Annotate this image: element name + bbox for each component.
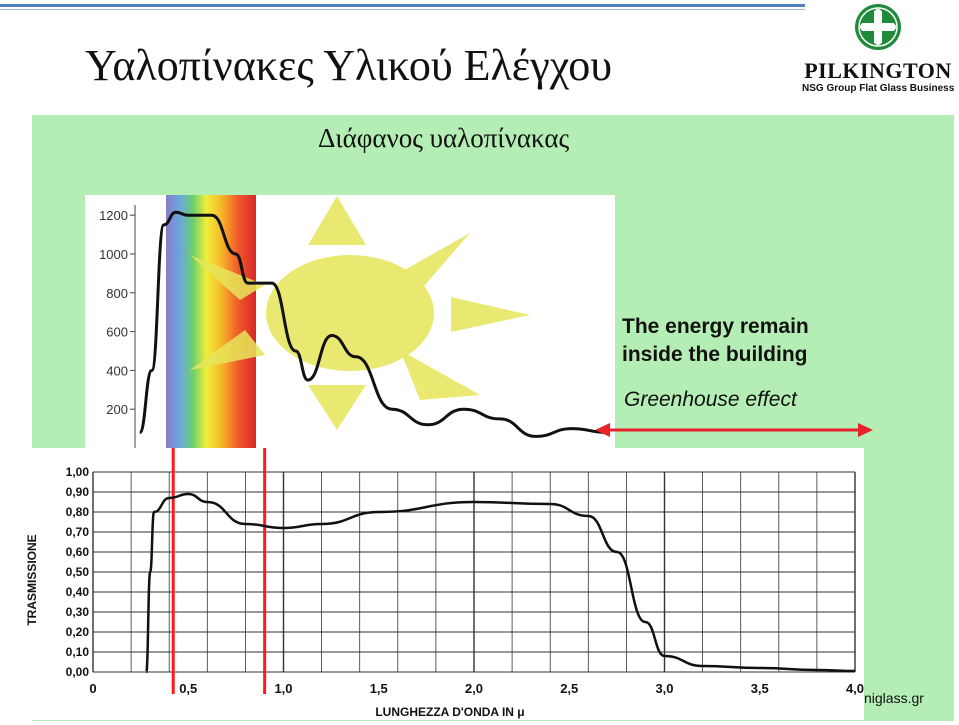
visible-spectrum-band <box>166 195 256 460</box>
y-tick-label: 0,10 <box>66 645 90 659</box>
transmission-chart-bg <box>18 448 864 720</box>
x-tick-label: 0 <box>89 681 96 696</box>
transmission-chart: 0 0,5 1,0 1,5 2,0 2,5 3,0 3,5 4,0 1,00 0,90 0,80 0,… <box>18 448 864 720</box>
y-tick-label: 0,80 <box>66 505 90 519</box>
spectrum-y-tick-label: 800 <box>106 286 128 301</box>
x-tick-label: 3,5 <box>751 681 769 696</box>
y-axis-label: TRASMISSIONE <box>25 534 39 625</box>
caption-line-1: The energy remain <box>622 315 809 338</box>
sun-icon <box>190 196 530 430</box>
logo-name: PILKINGTON <box>804 58 952 83</box>
x-tick-label: 2,5 <box>560 681 578 696</box>
x-axis-label: LUNGHEZZA D'ONDA IN μ <box>375 705 524 719</box>
y-tick-label: 0,70 <box>66 525 90 539</box>
spectrum-y-tick-label: 400 <box>106 363 128 378</box>
y-tick-label: 0,60 <box>66 545 90 559</box>
top-rule-thin <box>0 9 805 10</box>
slide-subtitle: Διάφανος υαλοπίνακας <box>318 123 570 153</box>
x-tick-label: 1,0 <box>274 681 292 696</box>
slide-title: Υαλοπίνακες Υλικού Ελέγχου <box>85 41 613 90</box>
caption-line-2: inside the building <box>622 343 808 366</box>
y-tick-label: 0,50 <box>66 565 90 579</box>
spectrum-y-tick-label: 1000 <box>99 247 128 262</box>
greenhouse-arrow <box>595 423 873 437</box>
y-tick-label: 0,20 <box>66 625 90 639</box>
energy-caption: The energy remain inside the building <box>622 313 809 369</box>
footer-website: niglass.gr <box>864 690 924 706</box>
x-tick-label: 2,0 <box>465 681 483 696</box>
y-tick-label: 0,90 <box>66 485 90 499</box>
spectrum-y-tick-label: 600 <box>106 325 128 340</box>
spectrum-y-tick-label: 1200 <box>99 208 128 223</box>
y-tick-label: 0,40 <box>66 585 90 599</box>
x-tick-label: 0,5 <box>179 681 197 696</box>
y-tick-label: 0,30 <box>66 605 90 619</box>
spectrum-y-tick-label: 200 <box>106 402 128 417</box>
spectrum-curve <box>138 210 608 438</box>
x-tick-label: 1,5 <box>370 681 388 696</box>
transmission-curve <box>145 492 856 674</box>
top-rule <box>0 4 805 7</box>
cross-emblem-icon <box>855 4 901 50</box>
logo-tagline: NSG Group Flat Glass Business <box>802 83 955 94</box>
x-tick-label: 3,0 <box>655 681 673 696</box>
greenhouse-effect-label: Greenhouse effect <box>624 388 797 411</box>
x-tick-label: 4,0 <box>846 681 864 696</box>
y-tick-label: 0,00 <box>66 665 90 679</box>
pilkington-logo: PILKINGTON NSG Group Flat Glass Business <box>802 3 954 98</box>
y-tick-label: 1,00 <box>66 465 90 479</box>
